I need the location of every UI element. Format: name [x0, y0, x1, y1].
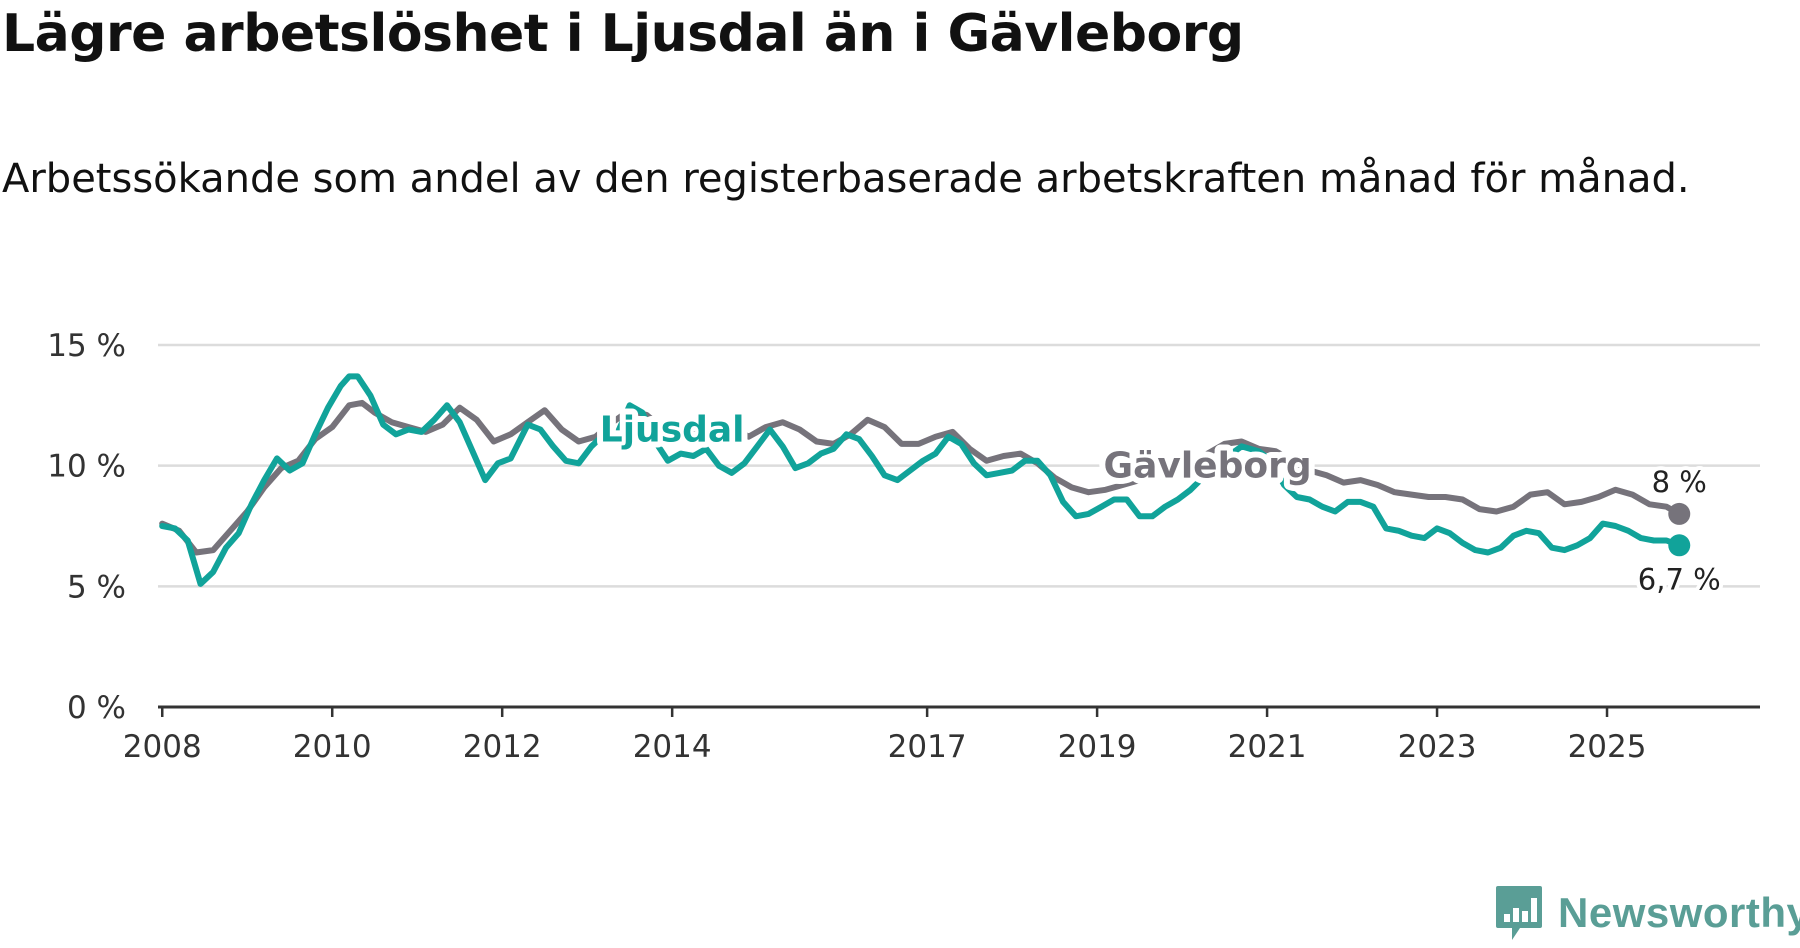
x-tick-label: 2017	[888, 729, 967, 765]
y-tick-label: 10 %	[47, 449, 126, 485]
axes: 0 % 5 % 10 % 15 % 2008 2010 2012 2014 2017 2019 20…	[47, 328, 1760, 765]
x-tick-label: 2012	[463, 729, 542, 765]
x-tick-label: 2023	[1398, 729, 1477, 765]
gavleborg-end-dot	[1668, 502, 1691, 525]
gavleborg-series-name-label: Gävleborg	[1104, 446, 1312, 487]
x-tick-label: 2014	[633, 729, 712, 765]
ljusdal-series-name-label: Ljusdal	[600, 409, 745, 450]
ljusdal-end-value-label: 6,7 %	[1638, 562, 1721, 596]
grid-lines	[158, 343, 1760, 588]
gavleborg-end-value-label: 8 %	[1652, 465, 1707, 499]
brand-name: Newsworthy	[1558, 889, 1800, 936]
ljusdal-end-dot	[1668, 534, 1691, 557]
ljusdal-series-line	[159, 373, 1683, 587]
chart-subtitle: Arbetssökande som andel av den registerb…	[2, 156, 1690, 202]
series-labels: 8 % 6,7 % Ljusdal Gävleborg	[594, 403, 1725, 600]
x-tick-label: 2021	[1228, 729, 1307, 765]
series-lines	[159, 373, 1691, 587]
newsworthy-bar-chart-icon	[1496, 886, 1542, 940]
newsworthy-logo: Newsworthy	[1494, 884, 1800, 942]
y-tick-label: 15 %	[47, 328, 126, 364]
x-tick-label: 2010	[293, 729, 372, 765]
x-tick-label: 2025	[1568, 729, 1647, 765]
y-tick-label: 0 %	[67, 690, 126, 726]
y-tick-label: 5 %	[67, 569, 126, 605]
gavleborg-series-line	[159, 399, 1683, 556]
chart-title: Lägre arbetslöshet i Ljusdal än i Gävleb…	[2, 4, 1244, 64]
x-tick-label: 2008	[123, 729, 202, 765]
x-tick-label: 2019	[1058, 729, 1137, 765]
